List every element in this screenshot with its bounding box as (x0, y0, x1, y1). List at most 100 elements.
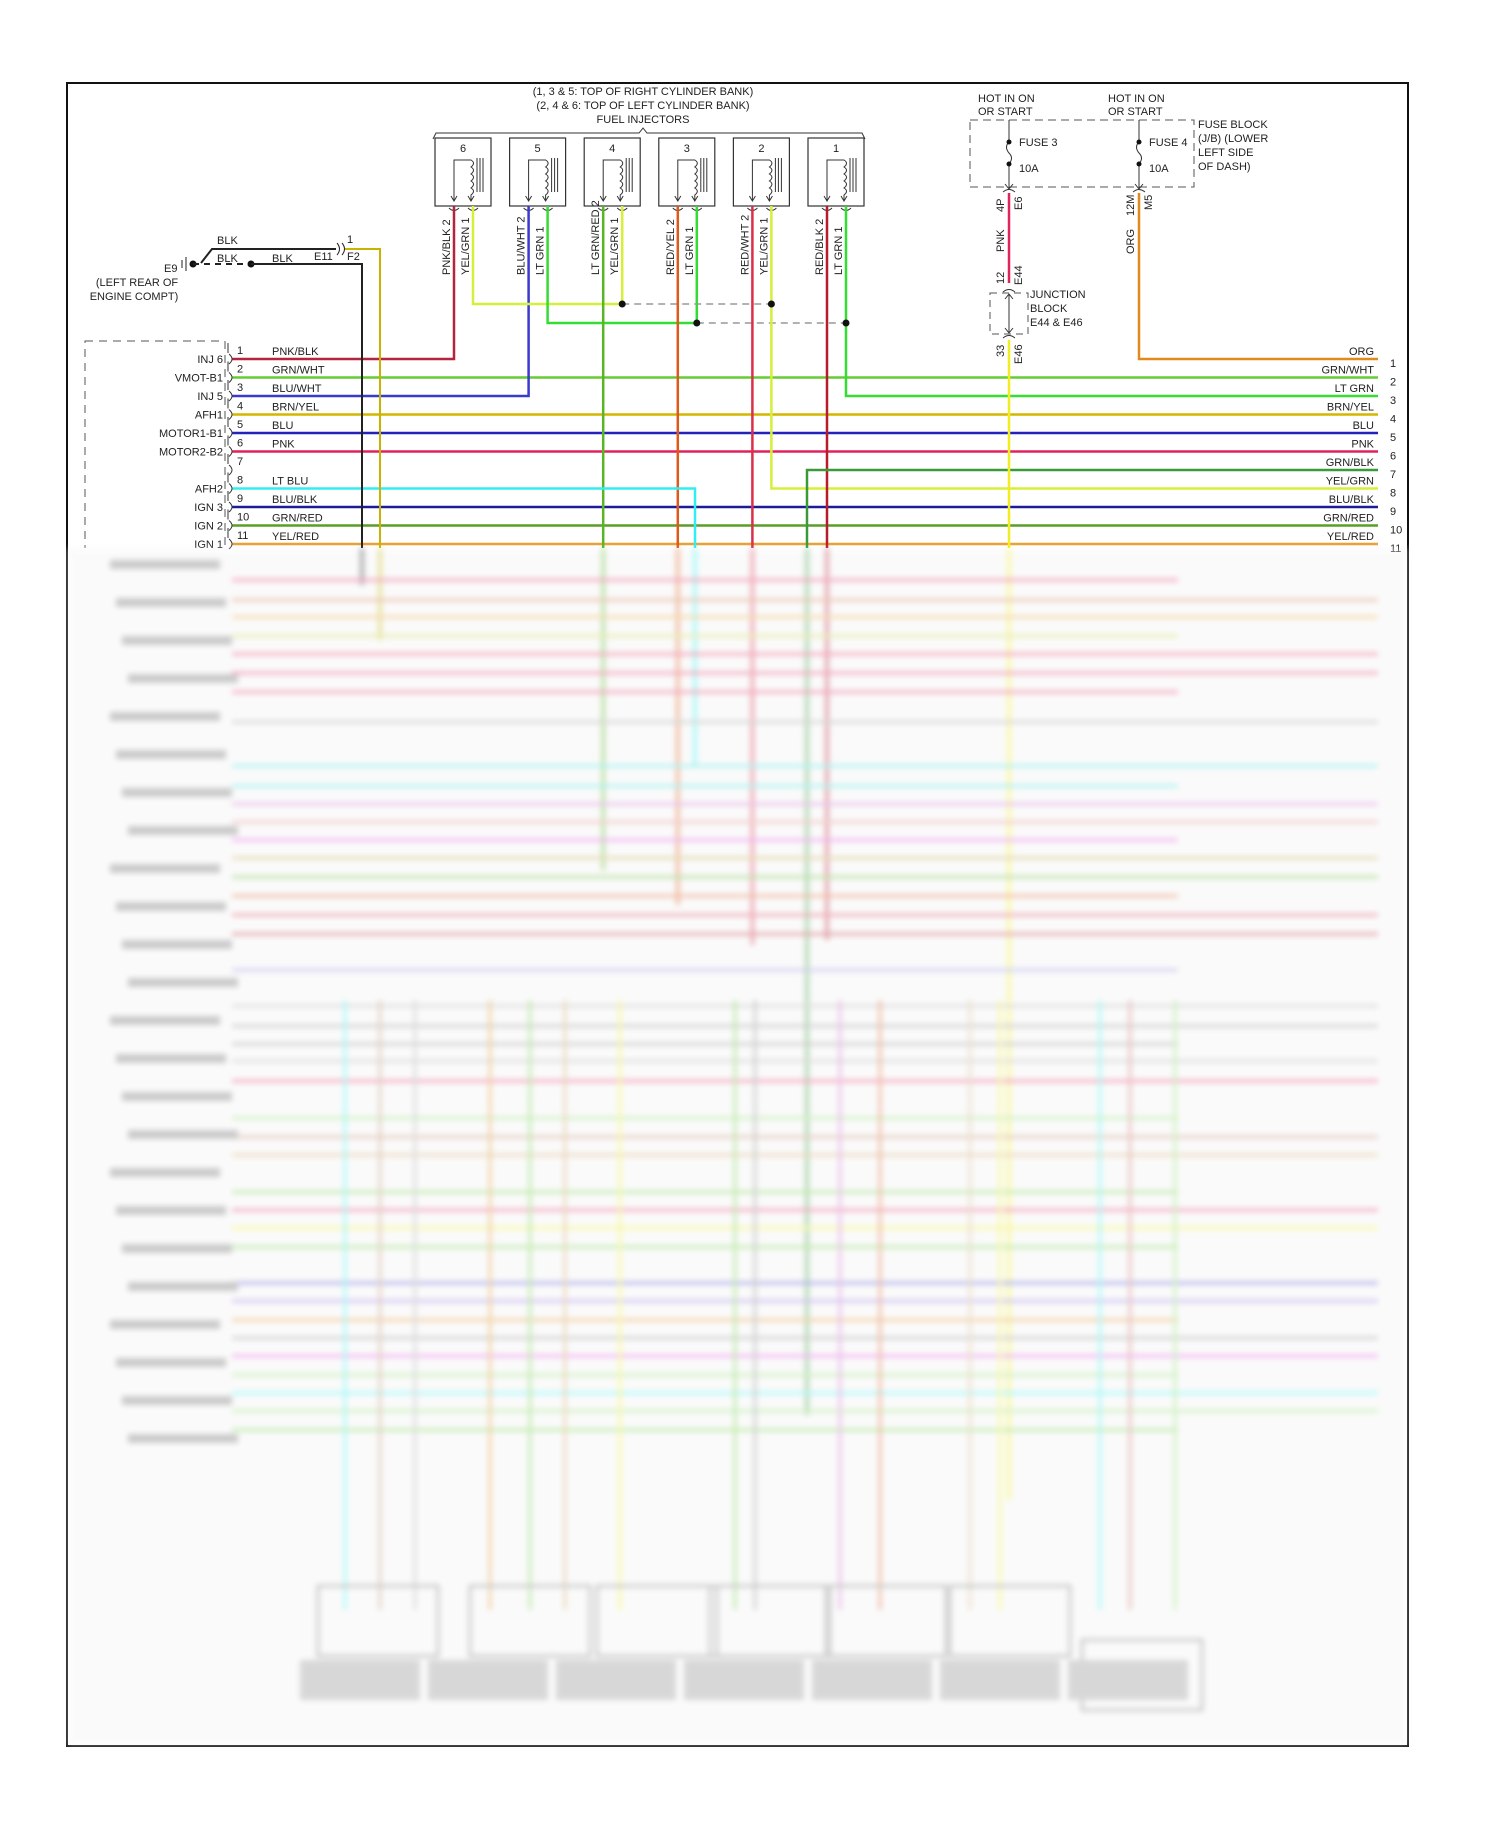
injector-coil-icon (450, 158, 484, 202)
bank-note-1: (1, 3 & 5: TOP OF RIGHT CYLINDER BANK) (533, 86, 753, 98)
right-pin-number: 1 (1390, 358, 1396, 370)
wire-lt-grn-bus (546, 206, 697, 325)
pin-signal-name: IGN 2 (194, 521, 223, 533)
f4-conn-pin: 12M (1125, 195, 1137, 216)
pin-number: 4 (237, 401, 243, 413)
right-wire-label: GRN/RED (1323, 513, 1374, 525)
injector-group: 6 PNK/BLK 2 YEL/GRN 1 5 BLU/WHT 2 LT GRN 1 4 LT… (434, 137, 865, 276)
injector-number: 3 (684, 143, 690, 155)
wire-color-label: GRN/RED (272, 513, 323, 525)
pin-number: 7 (237, 456, 243, 468)
pin-signal-name: MOTOR2-B2 (159, 447, 223, 459)
fuse-block-label-1: FUSE BLOCK (1198, 119, 1268, 131)
injector-pin2-label: RED/WHT 2 (739, 215, 751, 275)
injector-number: 6 (460, 143, 466, 155)
connector-pin-row: 8 AFH2 LT BLU (195, 472, 308, 496)
injector-coil-icon (525, 158, 559, 202)
ground-location-1: (LEFT REAR OF (96, 277, 179, 289)
right-pin-number: 2 (1390, 377, 1396, 389)
connector-pin: 1 (347, 234, 353, 246)
pin-number: 6 (237, 438, 243, 450)
wire-color-label: BLU/BLK (272, 494, 318, 506)
connector-rows: 1 INJ 6 PNK/BLK 2 VMOT-B1 GRN/WHT 3 INJ 5 BLU/WH… (159, 343, 1402, 555)
f4-conn: M5 (1143, 195, 1155, 210)
injector-box (658, 137, 716, 207)
right-pin-number: 4 (1390, 414, 1396, 426)
pin-number: 2 (237, 364, 243, 376)
connector-f2: F2 (347, 251, 360, 263)
connector-pin-row: 9 IGN 3 BLU/BLK (194, 491, 318, 514)
hot-label-2a: HOT IN ON (1108, 93, 1165, 105)
injector-pin1-label: YEL/GRN 1 (609, 218, 621, 275)
f4-wire-label: ORG (1125, 229, 1137, 254)
hot-label-2b: OR START (1108, 106, 1163, 118)
jb-label-3: E44 & E46 (1030, 317, 1083, 329)
jb-label-1: JUNCTION (1030, 289, 1086, 301)
e11-connector (336, 242, 345, 256)
connector-pin-row: 11 IGN 1 YEL/RED (194, 528, 319, 551)
jb-in-pin: 12 (995, 272, 1007, 284)
pin-number: 1 (237, 345, 243, 357)
wire-blu-wht-inj5 (232, 206, 530, 398)
fuse-block-outline (969, 119, 1195, 188)
right-pin-number: 10 (1390, 525, 1402, 537)
connector-e11: E11 (314, 251, 333, 263)
junction-block: 12 E44 JUNCTION BLOCK E44 & E46 33 E46 (989, 265, 1086, 548)
right-pin-number: 11 (1390, 543, 1401, 555)
wire-color-label: PNK (272, 439, 295, 451)
right-pin-number: 8 (1390, 488, 1396, 500)
wire-lt-grn-inj1 (844, 206, 1378, 398)
splice-dot (618, 300, 626, 308)
ground-location-2: ENGINE COMPT) (90, 291, 179, 303)
blk-wire-upper (200, 248, 336, 264)
hot-label-1b: OR START (978, 106, 1033, 118)
wire-group (232, 206, 1378, 548)
org-wire (1137, 193, 1378, 361)
injector-coil-icon (748, 158, 782, 202)
injector-pin1-label: YEL/GRN 1 (460, 218, 472, 275)
injector-number: 1 (833, 143, 839, 155)
right-wire-label: PNK (1351, 439, 1374, 451)
injectors-title: FUEL INJECTORS (597, 114, 690, 126)
wire-color-label: LT BLU (272, 476, 308, 488)
pin-signal-name: MOTOR1-B1 (159, 428, 223, 440)
wire-color-label: BLU (272, 420, 293, 432)
injector-pin1-label: LT GRN 1 (535, 227, 547, 276)
injector-pin1-label: LT GRN 1 (833, 227, 845, 276)
pin-signal-name: VMOT-B1 (175, 373, 223, 385)
wire-pnk-blk-inj6 (232, 206, 456, 361)
wire-color-label: PNK/BLK (272, 346, 319, 358)
fuse-3-icon (1004, 120, 1014, 190)
splice-dot (767, 300, 775, 308)
injector-pin1-label: YEL/GRN 1 (758, 218, 770, 275)
injector-box (807, 137, 865, 207)
blk-label-upper: BLK (217, 235, 238, 247)
junction-block-outline (989, 292, 1029, 335)
fuse-block-label-2: (J/B) (LOWER (1198, 133, 1268, 145)
injector-3: 3 RED/YEL 2 LT GRN 1 (658, 137, 716, 275)
fuse-4-rating: 10A (1149, 163, 1169, 175)
fuse-3-rating: 10A (1019, 163, 1039, 175)
right-pin-number: 7 (1390, 469, 1396, 481)
connector-pin-row: 6 MOTOR2-B2 PNK (159, 435, 295, 459)
bank-note-2: (2, 4 & 6: TOP OF LEFT CYLINDER BANK) (536, 100, 749, 112)
injector-6: 6 PNK/BLK 2 YEL/GRN 1 (434, 137, 492, 275)
splice-dot (842, 319, 850, 327)
right-pin-number: 9 (1390, 506, 1396, 518)
wire-grn-blk (805, 468, 1378, 548)
wire-color-label: BLU/WHT (272, 383, 322, 395)
right-wire-label: GRN/BLK (1326, 457, 1375, 469)
fuse-3-label: FUSE 3 (1019, 137, 1058, 149)
pin-signal-name: IGN 3 (194, 502, 223, 514)
pin-number: 11 (237, 530, 248, 542)
ground-id: E9 (164, 263, 177, 275)
connector-pin-row: 1 INJ 6 PNK/BLK (197, 343, 319, 366)
fuse-4-icon (1134, 120, 1144, 190)
splice-dot (693, 319, 701, 327)
pin-signal-name: AFH2 (195, 484, 223, 496)
pin-signal-name: IGN 1 (194, 539, 223, 551)
right-wire-label: GRN/WHT (1321, 365, 1374, 377)
injectors-brace (432, 127, 866, 140)
right-pin-number: 5 (1390, 432, 1396, 444)
fuse-block: HOT IN ON OR START HOT IN ON OR START FU… (969, 93, 1378, 361)
